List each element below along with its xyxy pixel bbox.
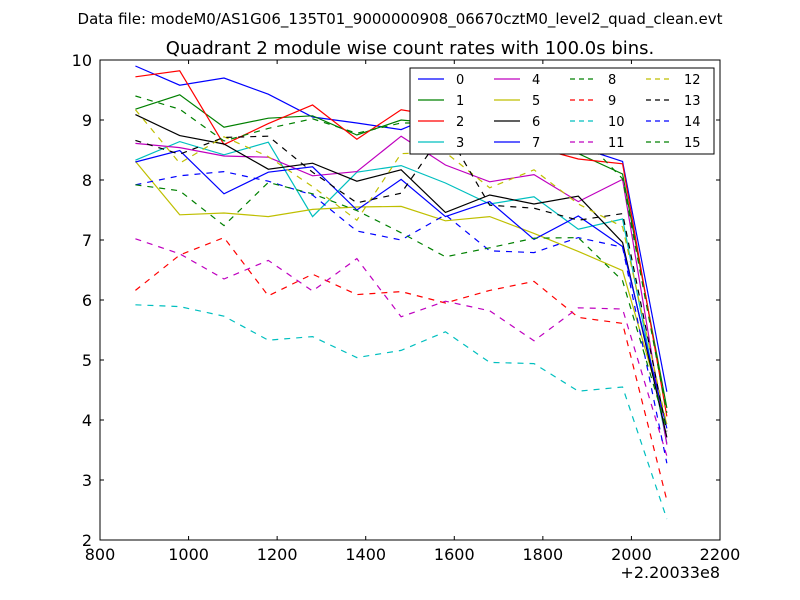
legend-label-15: 15 (684, 136, 701, 151)
chart-title: Quadrant 2 module wise count rates with … (166, 38, 655, 59)
series-line-15 (135, 181, 668, 430)
x-tick-label: 1200 (257, 545, 298, 564)
legend-label-5: 5 (532, 94, 540, 109)
legend-label-14: 14 (684, 115, 701, 130)
y-tick-label: 8 (82, 171, 92, 190)
data-file-suptitle: Data file: modeM0/AS1G06_135T01_90000009… (78, 10, 723, 29)
legend-box (409, 67, 715, 155)
legend-label-8: 8 (608, 73, 616, 88)
y-tick-label: 5 (82, 351, 92, 370)
series-line-3 (135, 140, 668, 444)
series-line-8 (135, 95, 668, 413)
series-line-10 (135, 304, 668, 520)
legend-label-1: 1 (456, 94, 464, 109)
x-tick-label: 2000 (611, 545, 652, 564)
x-tick-label: 2200 (700, 545, 741, 564)
legend-label-10: 10 (608, 115, 625, 130)
x-tick-label: 1400 (345, 545, 386, 564)
series-line-5 (134, 161, 668, 425)
legend-label-13: 13 (684, 94, 701, 109)
x-offset-label: +2.20033e8 (620, 563, 720, 582)
legend-label-7: 7 (532, 136, 540, 151)
series-line-12 (134, 109, 668, 425)
series-line-7 (135, 149, 668, 429)
legend-label-0: 0 (456, 73, 464, 88)
x-tick-label: 1600 (434, 545, 475, 564)
x-tick-label: 1800 (522, 545, 563, 564)
axis-ticks: 800 1000 1200 1400 1600 1800 2000 2200 2 3 4 5 6 7 8 9 1… (72, 51, 741, 564)
y-tick-label: 7 (82, 231, 92, 250)
series-line-13 (135, 128, 668, 432)
legend-label-4: 4 (532, 73, 540, 88)
y-tick-label: 2 (82, 531, 92, 550)
x-tick-label: 800 (85, 545, 116, 564)
y-tick-label: 4 (82, 411, 92, 430)
legend-label-2: 2 (456, 115, 464, 130)
legend-label-12: 12 (684, 73, 701, 88)
x-tick-label: 1000 (168, 545, 209, 564)
y-tick-label: 6 (82, 291, 92, 310)
series-line-4 (135, 135, 668, 445)
series-layer (134, 65, 668, 520)
series-line-11 (135, 238, 668, 457)
series-line-9 (135, 236, 668, 501)
legend-label-11: 11 (608, 136, 625, 151)
series-line-6 (135, 114, 668, 438)
series-line-14 (135, 170, 668, 464)
legend-label-6: 6 (532, 115, 540, 130)
y-tick-label: 9 (82, 111, 92, 130)
y-tick-label: 10 (72, 51, 92, 70)
y-tick-label: 3 (82, 471, 92, 490)
legend-label-9: 9 (608, 94, 616, 109)
legend-label-3: 3 (456, 136, 464, 151)
